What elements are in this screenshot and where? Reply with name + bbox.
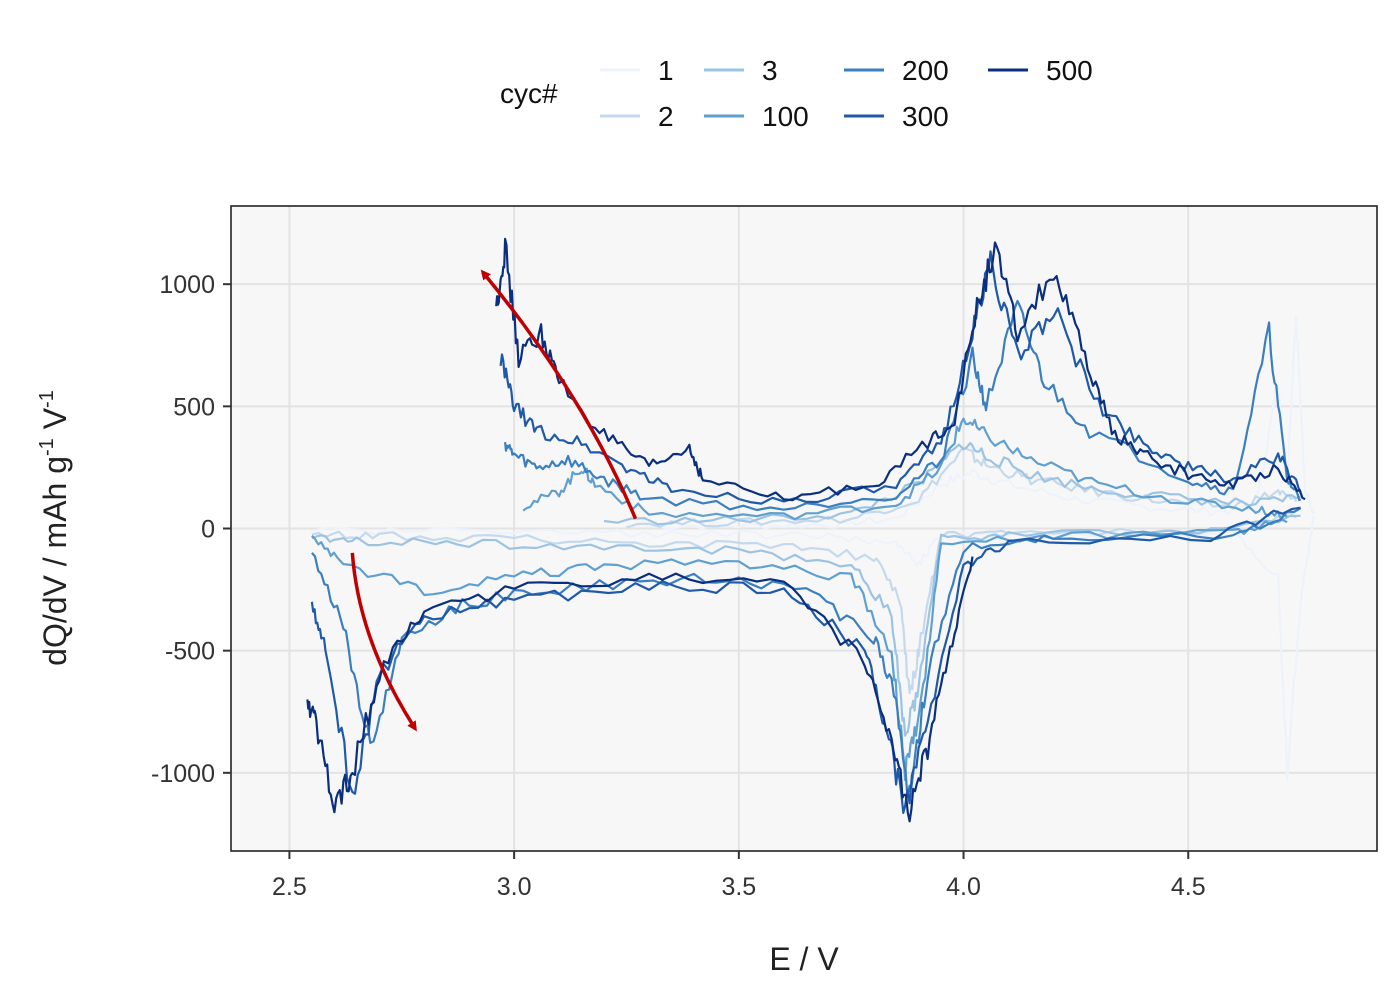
series-line-1-discharge	[311, 515, 1316, 782]
y-axis-title-main: dQ/dV / mAh g	[37, 456, 73, 666]
y-tick-label: 500	[173, 393, 215, 421]
grid	[231, 206, 1377, 851]
series-line-500-discharge	[306, 556, 974, 823]
x-axis: 2.5 3.0 3.5 4.0 4.5	[272, 851, 1206, 901]
x-tick-label: 3.0	[497, 873, 532, 901]
legend-label-100: 100	[762, 101, 809, 132]
series-line-1-charge	[648, 315, 1316, 530]
y-tick-label: 1000	[159, 271, 215, 299]
y-tick-label: 0	[201, 516, 215, 544]
x-tick-label: 4.0	[946, 873, 981, 901]
x-axis-title: E / V	[769, 941, 839, 977]
legend-label-300: 300	[902, 101, 949, 132]
x-tick-label: 4.5	[1171, 873, 1206, 901]
x-tick-label: 2.5	[272, 873, 307, 901]
legend-label-500: 500	[1046, 55, 1093, 86]
y-axis-title-sup1: -1	[36, 438, 58, 456]
legend-label-2: 2	[658, 101, 674, 132]
series-line-300-discharge	[310, 506, 1301, 814]
y-axis: -1000 -500 0 500 1000	[151, 271, 231, 788]
series-line-3-discharge	[311, 514, 1301, 737]
y-axis-title-mid: V	[37, 407, 73, 438]
annotations	[350, 269, 638, 732]
x-tick-label: 3.5	[721, 873, 756, 901]
legend-label-3: 3	[762, 55, 778, 86]
trend-arrow	[350, 552, 417, 732]
y-axis-title: dQ/dV / mAh g-1 V-1	[36, 390, 73, 666]
legend-label-1: 1	[658, 55, 674, 86]
y-tick-label: -1000	[151, 760, 215, 788]
series-line-200-discharge	[311, 507, 1302, 794]
legend: cyc# 1 2 3 100 200 300 500	[500, 55, 1093, 132]
series-line-100-discharge	[311, 518, 1288, 782]
legend-title: cyc#	[500, 78, 558, 109]
series-line-300-charge	[499, 250, 1302, 505]
y-axis-title-sup2: -1	[36, 390, 58, 408]
legend-label-200: 200	[902, 55, 949, 86]
y-tick-label: -500	[165, 638, 215, 666]
series-group	[306, 237, 1316, 823]
trend-arrow	[480, 269, 638, 520]
series-line-100-charge	[522, 417, 1288, 521]
series-line-3-charge	[603, 441, 1301, 526]
